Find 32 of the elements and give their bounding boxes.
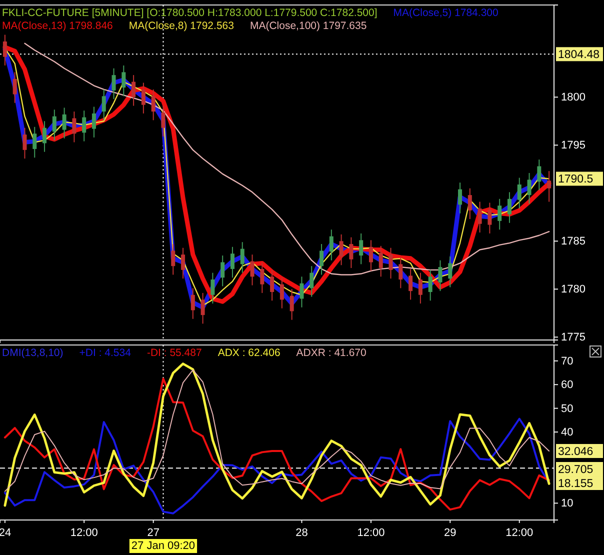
series-label: MA(Close,13) 1798.846 [2,20,114,32]
text: ADXR : 41.670 [296,347,366,359]
y-tick-label: 60 [561,379,574,392]
text: 18.155 [558,478,594,490]
x-tick-label: 12:00 [506,526,534,539]
text: 1790.5 [558,174,594,186]
text: 29.705 [558,464,594,476]
y-tick-label: 50 [561,402,574,415]
text: MA(Close,8) 1792.563 [128,20,234,32]
text: MA(Close,100) 1797.635 [250,20,367,32]
x-tick-label: 27 [147,526,160,539]
y-tick-label: 1785 [561,236,586,248]
y-tick-label: 1775 [561,332,586,344]
text: 32.046 [558,446,594,458]
x-tick-label: 29 [444,526,456,539]
text: +DI : 4.534 [79,347,132,359]
text: MA(Close,5) 1784.300 [393,7,498,19]
x-tick-label: 27 Jan 09:20 [131,540,196,552]
y-tick-label: 1800 [561,92,586,104]
ref-line-label: 1804.48 [558,49,600,62]
x-tick-label: 12:00 [70,526,98,539]
x-tick-label: 28 [296,526,308,539]
y-tick-label: 70 [561,355,574,368]
text: ADX : 62.406 [218,347,280,359]
y-tick-label: 1780 [561,284,586,296]
chart-title: DMI(13,8,10) [2,347,64,359]
x-tick-label: 12:00 [357,526,385,539]
y-tick-label: 10 [561,498,574,510]
chart-title: FKLI-CC-FUTURE [5MINUTE] [O:1780.500 H:1783.000 L:1779.500 C:1782.500] [2,7,378,19]
text: -DI : 55.487 [146,347,202,359]
y-tick-label: 40 [561,426,574,439]
y-tick-label: 1795 [561,140,586,152]
